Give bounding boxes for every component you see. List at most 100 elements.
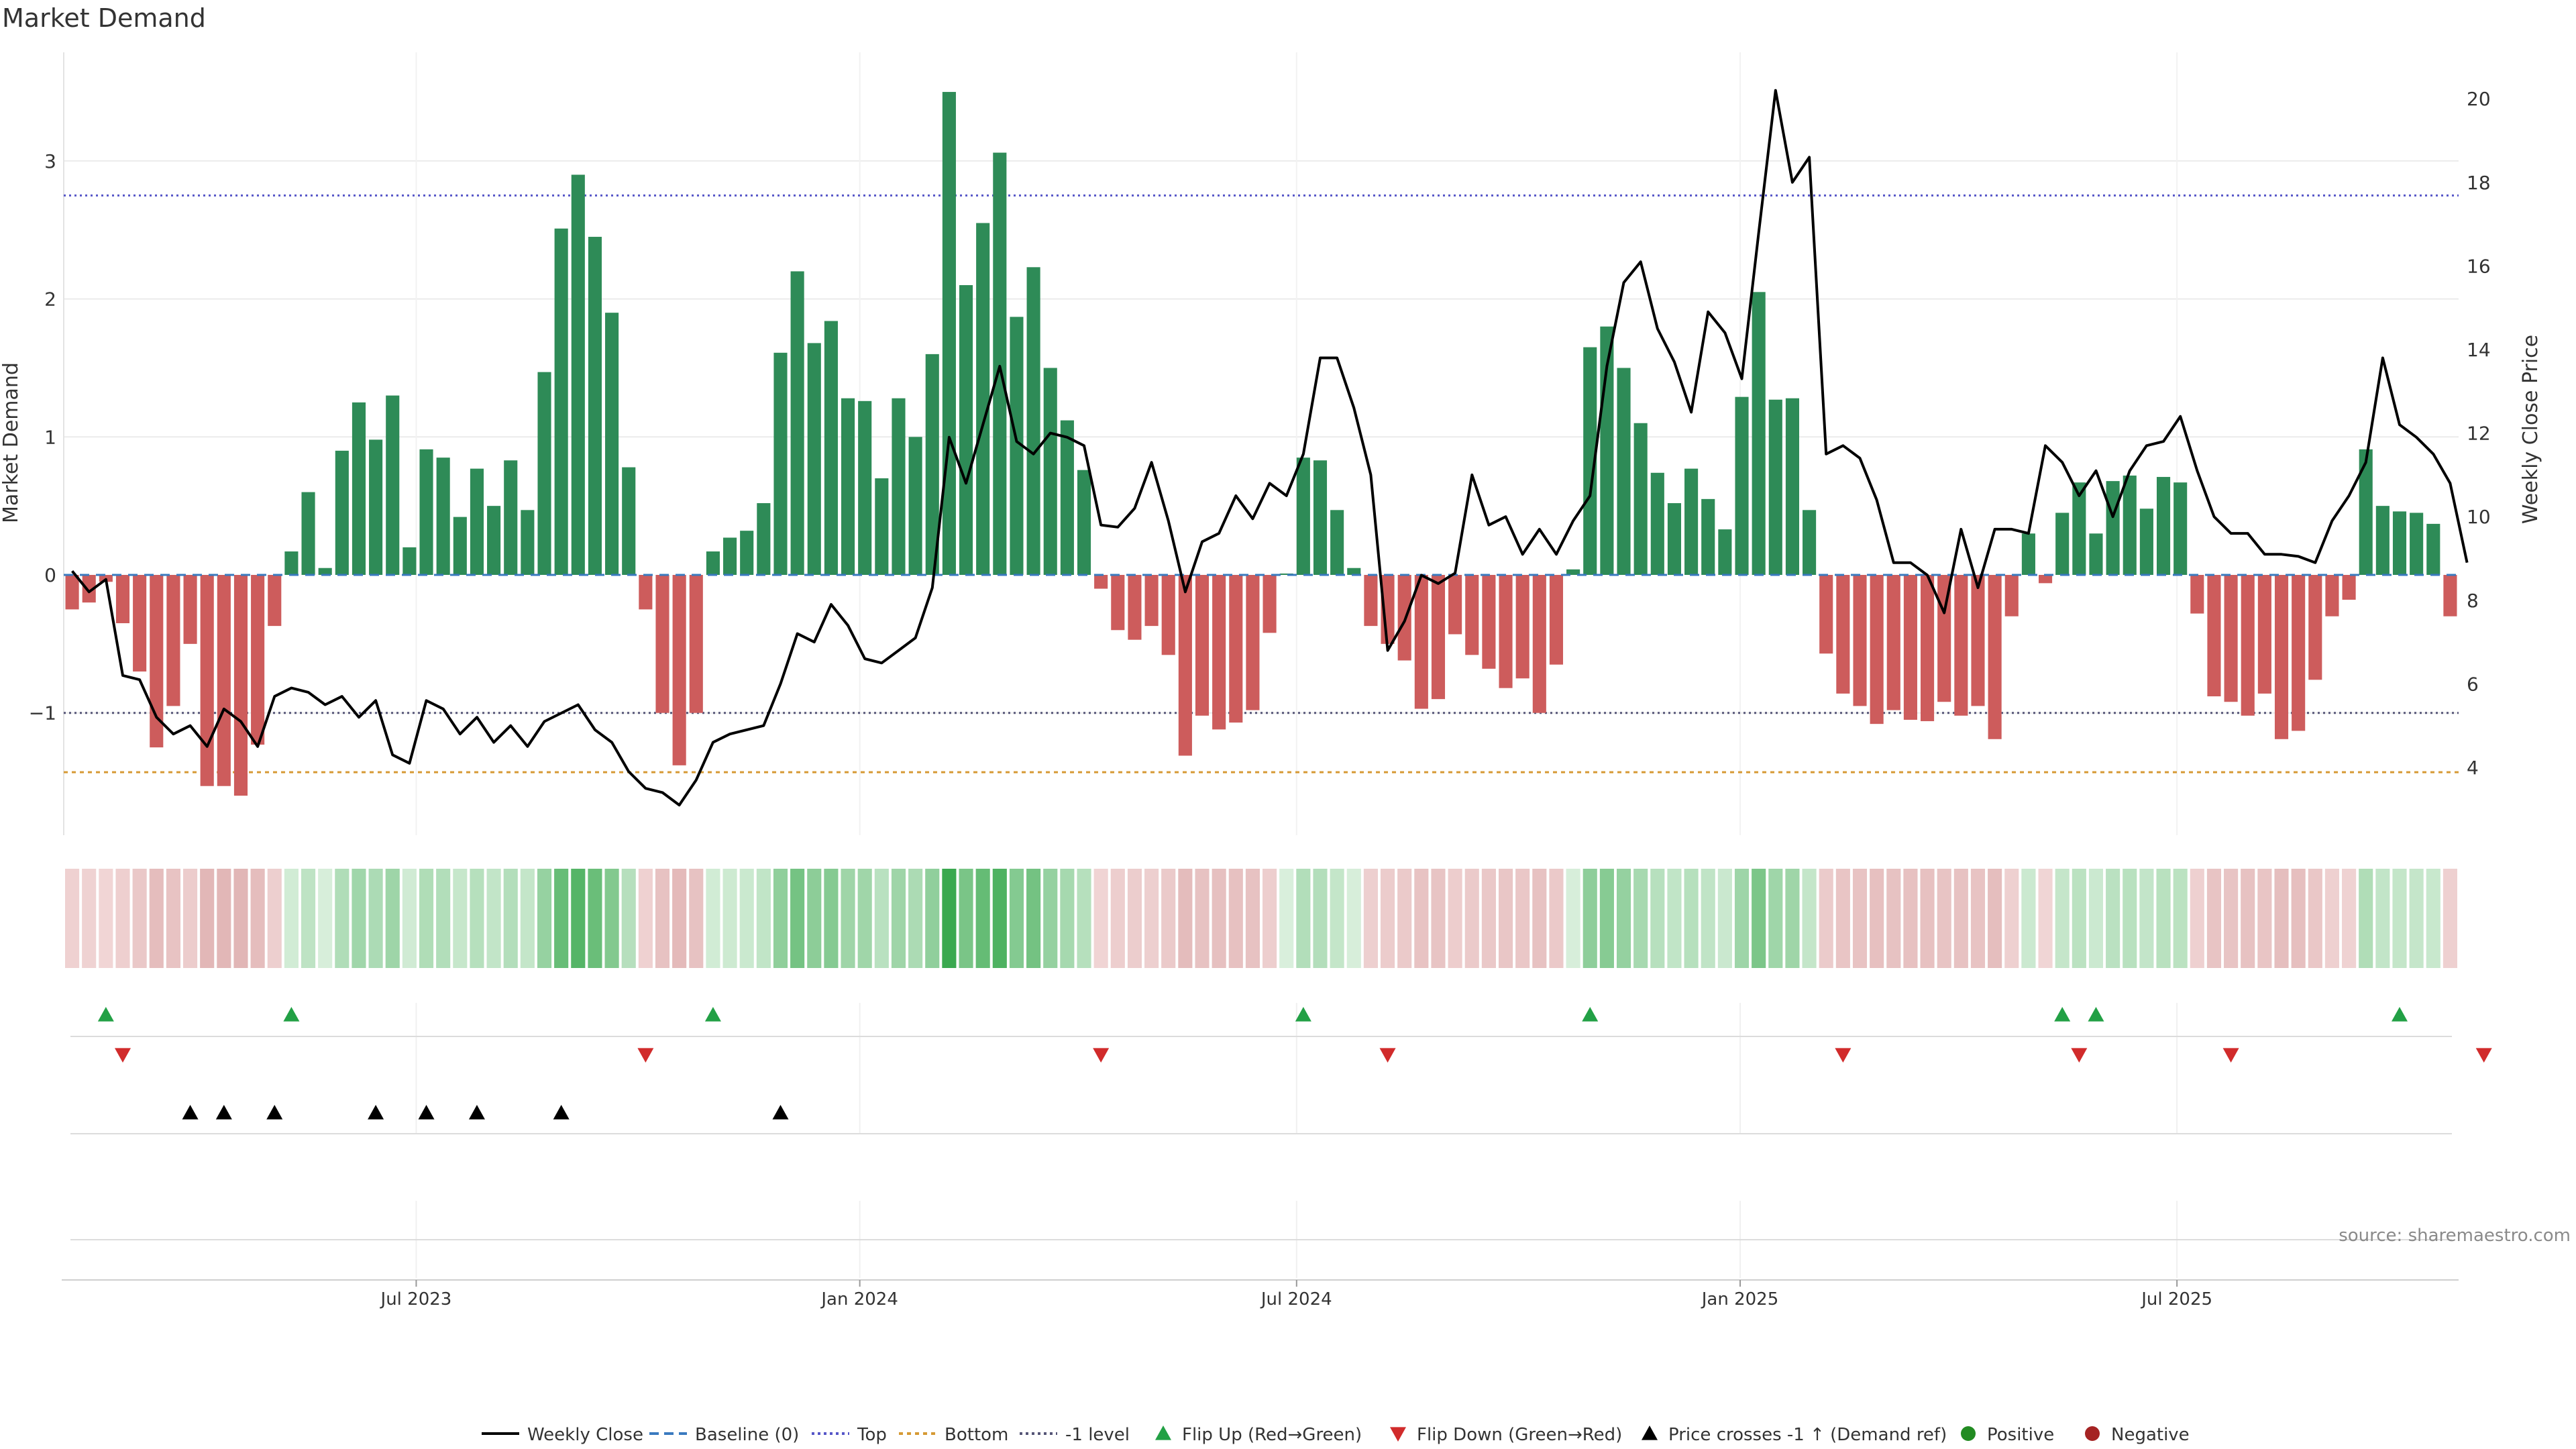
flip-up-marker [97, 1007, 114, 1022]
demand-bar [82, 575, 96, 603]
heat-cell [1043, 869, 1058, 968]
demand-bar [1414, 575, 1428, 709]
price-line-layer [71, 89, 2469, 807]
demand-bar [386, 395, 400, 575]
flip-markers-panel [70, 1003, 2492, 1134]
heat-cell [453, 869, 468, 968]
heat-cell [149, 869, 164, 968]
heat-cell [1920, 869, 1935, 968]
demand-bar [790, 271, 804, 575]
heat-cell [2291, 869, 2306, 968]
y2-tick-label: 14 [2467, 339, 2491, 361]
demand-bar [487, 506, 501, 575]
heat-cell [1650, 869, 1665, 968]
demand-bar [1431, 575, 1446, 700]
heat-cell [2139, 869, 2154, 968]
demand-bar [2443, 575, 2457, 616]
demand-bar [571, 174, 585, 576]
legend-label: Top [857, 1425, 887, 1445]
heat-cell [2156, 869, 2171, 968]
heat-cell [1110, 869, 1125, 968]
demand-bar [1718, 529, 1732, 575]
heat-cell [503, 869, 518, 968]
y2-tick-label: 16 [2467, 255, 2491, 277]
heat-cell [82, 869, 97, 968]
demand-bar [925, 354, 939, 575]
demand-bar [1785, 398, 1799, 575]
legend: Weekly Close Baseline (0) Top Bottom -1 leve… [482, 1425, 2190, 1445]
heat-cell [335, 869, 350, 968]
heat-cell [2241, 869, 2255, 968]
y2-tick-label: 4 [2467, 757, 2479, 779]
heat-cell [2055, 869, 2070, 968]
demand-bar [1347, 568, 1361, 575]
demand-bar [1060, 420, 1074, 575]
heat-cell [1684, 869, 1699, 968]
heat-cell [908, 869, 923, 968]
heat-cell [1616, 869, 1631, 968]
demand-bar [1886, 575, 1900, 710]
heat-cell [756, 869, 771, 968]
demand-bar [1633, 423, 1648, 575]
demand-bar [2325, 575, 2339, 616]
price-cross-marker [553, 1105, 570, 1120]
demand-bar [2257, 575, 2271, 694]
flip-up-marker [2088, 1007, 2104, 1022]
demand-bar [1870, 575, 1884, 724]
x-axis: Jul 2023 Jan 2024 Jul 2024 Jan 2025 Jul 2025 [62, 1279, 2459, 1309]
heat-cell [1464, 869, 1479, 968]
heat-cell [841, 869, 855, 968]
heat-cell [807, 869, 822, 968]
demand-bar [1313, 460, 1328, 575]
demand-bar [655, 575, 669, 713]
heat-cell [233, 869, 248, 968]
demand-bar [1515, 575, 1529, 679]
demand-bar [284, 551, 299, 575]
heat-cell [571, 869, 586, 968]
demand-bar [1364, 575, 1378, 627]
demand-bar [2224, 575, 2238, 702]
heat-cell [1515, 869, 1530, 968]
demand-bar [1853, 575, 1867, 706]
demand-bar [419, 449, 433, 575]
demand-bar [706, 551, 720, 575]
flip-down-marker [637, 1048, 654, 1063]
demand-bar [723, 537, 737, 575]
heat-cell [874, 869, 889, 968]
demand-bar [1549, 575, 1564, 665]
y-tick-label: 2 [44, 288, 56, 311]
heat-cell [1582, 869, 1597, 968]
flip-down-marker [2475, 1048, 2492, 1063]
flip-up-marker [2392, 1007, 2408, 1022]
heat-cell [925, 869, 940, 968]
demand-bar [1752, 292, 1766, 575]
flip-down-marker [114, 1048, 131, 1063]
heat-cell [2342, 869, 2357, 968]
demand-bar [2342, 575, 2356, 600]
demand-bar [1178, 575, 1192, 756]
demand-bar [1667, 503, 1682, 575]
heat-cell [1346, 869, 1361, 968]
demand-bar [773, 352, 788, 575]
demand-bar [402, 547, 417, 575]
heat-cell [1886, 869, 1901, 968]
heat-cell [2426, 869, 2440, 968]
demand-bar [1803, 510, 1817, 575]
left-axis: 3 2 1 0 −1 [29, 150, 56, 724]
heat-cell [2004, 869, 2019, 968]
demand-bar [976, 223, 990, 576]
demand-bar [942, 92, 956, 576]
demand-bar [2139, 508, 2153, 575]
heat-cell [318, 869, 333, 968]
x-tick-label: Jul 2024 [1260, 1289, 1332, 1309]
price-cross-marker [215, 1105, 232, 1120]
demand-heat-strip [65, 869, 2457, 968]
demand-bar [2241, 575, 2255, 716]
heat-cell [2123, 869, 2137, 968]
demand-bar [1111, 575, 1125, 631]
demand-bar [639, 575, 653, 610]
heat-cell [722, 869, 737, 968]
heat-cell [2392, 869, 2407, 968]
heat-cell [436, 869, 451, 968]
heat-cell [1127, 869, 1142, 968]
